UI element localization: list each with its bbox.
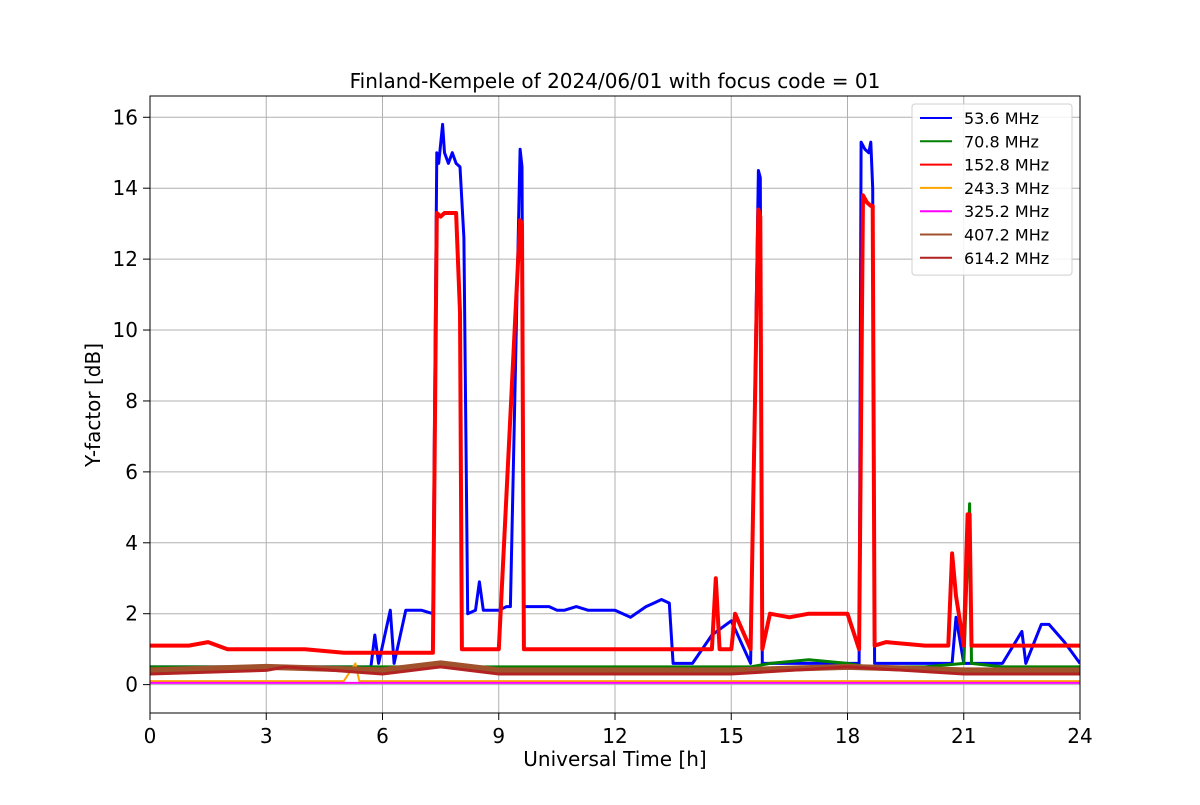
x-tick-label: 18: [835, 724, 860, 748]
legend: 53.6 MHz 70.8 MHz 152.8 MHz 243.3 MHz 32…: [911, 103, 1073, 276]
y-tick-label: 6: [125, 460, 138, 484]
x-tick-label: 3: [260, 724, 273, 748]
series-line-3: [150, 662, 1080, 683]
y-tick-label: 16: [113, 105, 138, 129]
legend-box: [911, 103, 1073, 276]
y-tick-label: 12: [113, 247, 138, 271]
x-axis-title: Universal Time [h]: [523, 747, 706, 771]
y-tick-label: 8: [125, 389, 138, 413]
legend-label: 152.8 MHz: [964, 156, 1049, 175]
series-lines: [150, 122, 1080, 684]
x-tick-label: 15: [719, 724, 744, 748]
legend-label: 53.6 MHz: [964, 109, 1039, 128]
x-tick-label: 12: [602, 724, 627, 748]
x-tick-label: 6: [376, 724, 389, 748]
legend-label: 407.2 MHz: [964, 226, 1049, 245]
chart-title: Finland-Kempele of 2024/06/01 with focus…: [350, 69, 881, 93]
series-line-6: [150, 665, 1080, 676]
y-axis-title: Y-factor [dB]: [81, 343, 105, 468]
legend-label: 70.8 MHz: [964, 132, 1039, 151]
legend-label: 243.3 MHz: [964, 179, 1049, 198]
x-tick-label: 24: [1067, 724, 1092, 748]
y-tick-label: 14: [113, 176, 138, 200]
y-tick-label: 10: [113, 318, 138, 342]
x-tick-label: 9: [492, 724, 505, 748]
series-line-0: [150, 122, 1080, 669]
legend-label: 614.2 MHz: [964, 249, 1049, 268]
x-tick-label: 0: [144, 724, 157, 748]
y-tick-label: 4: [125, 531, 138, 555]
series-line-2: [150, 193, 1080, 655]
y-tick-label: 2: [125, 602, 138, 626]
legend-label: 325.2 MHz: [964, 202, 1049, 221]
y-tick-label: 0: [125, 673, 138, 697]
x-tick-label: 21: [951, 724, 976, 748]
